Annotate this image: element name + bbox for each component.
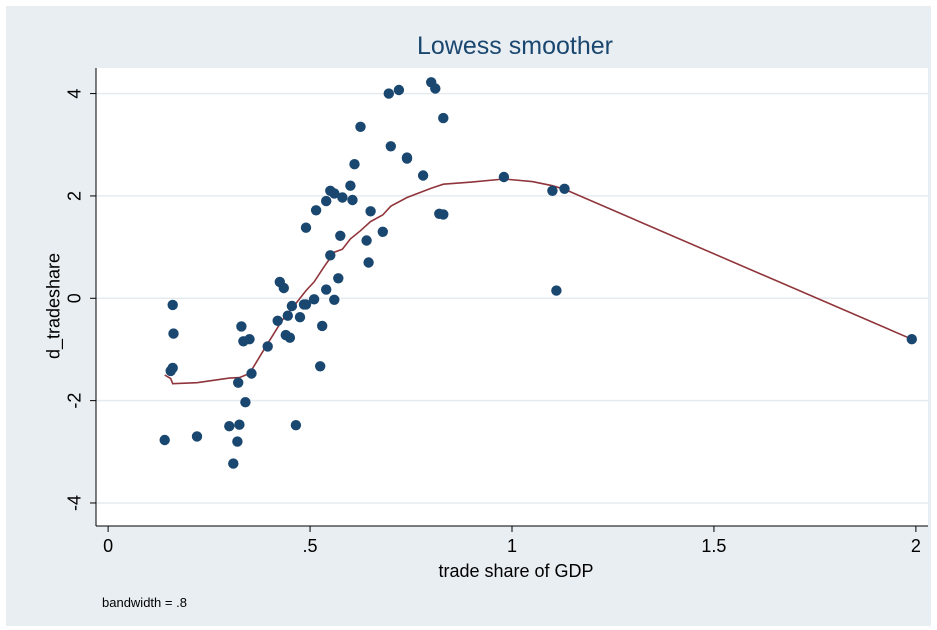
data-point [321, 284, 332, 295]
data-point [236, 321, 247, 332]
data-point [300, 299, 312, 310]
data-point [329, 188, 340, 199]
data-point [438, 112, 449, 124]
data-point [232, 436, 243, 447]
data-point [547, 185, 558, 196]
y-tick-label: -2 [65, 393, 85, 409]
data-point [551, 285, 562, 296]
x-tick-label: 0 [103, 536, 113, 556]
data-point [335, 230, 346, 241]
data-point [417, 170, 429, 181]
data-point [286, 300, 298, 312]
x-tick-label: 1.5 [701, 536, 726, 556]
data-point [317, 320, 328, 332]
x-axis-title: trade share of GDP [438, 561, 594, 581]
data-point [349, 159, 360, 170]
scatter-plot: -4 -2 0 2 4 0 .5 1 1.5 2 [65, 68, 928, 556]
data-point [159, 434, 170, 446]
data-point [228, 458, 239, 469]
x-tick-label: .5 [303, 536, 318, 556]
chart-title: Lowess smoother [417, 32, 613, 60]
data-point [345, 180, 356, 191]
bandwidth-note: bandwidth = .8 [102, 595, 187, 610]
data-point [310, 205, 322, 216]
data-point [244, 334, 255, 345]
data-point [167, 299, 178, 311]
figure-background: -4 -2 0 2 4 0 .5 1 1.5 2 Lowess smoother d_trades… [6, 6, 931, 626]
data-point [168, 328, 179, 339]
y-tick-label: 0 [65, 293, 85, 303]
data-point [559, 183, 570, 194]
data-point [355, 121, 366, 132]
data-point [191, 431, 203, 442]
data-point [224, 421, 235, 432]
data-point [233, 377, 244, 388]
data-point [315, 361, 326, 372]
y-tick-label: 2 [65, 191, 85, 201]
data-point [278, 282, 289, 294]
data-point [347, 194, 358, 206]
data-point [321, 195, 332, 207]
x-tick-label: 2 [911, 536, 921, 556]
lowess-line-layer [164, 178, 913, 385]
x-tick-label: 1 [507, 536, 517, 556]
data-point [333, 273, 344, 284]
data-point [246, 368, 257, 379]
axis-ticks: -4 -2 0 2 4 0 .5 1 1.5 2 [65, 89, 921, 556]
y-axis-title: d_tradeshare [43, 252, 64, 360]
data-point [906, 334, 917, 345]
data-point [401, 153, 413, 164]
data-point [337, 192, 348, 203]
data-point [240, 397, 251, 408]
data-point [438, 209, 449, 220]
data-point [363, 257, 374, 268]
data-point [361, 235, 372, 246]
y-tick-label: -4 [65, 495, 85, 511]
gridlines [96, 92, 928, 504]
y-tick-label: 4 [65, 89, 85, 99]
data-point [383, 88, 394, 99]
data-point [329, 294, 340, 305]
data-point [290, 420, 302, 431]
data-point [284, 332, 296, 343]
data-point [282, 310, 293, 321]
data-point [234, 419, 245, 430]
scatter-points [159, 77, 917, 469]
data-point [377, 226, 388, 237]
lowess-line [164, 178, 913, 385]
data-point [262, 341, 273, 352]
data-point [325, 250, 336, 261]
data-point [430, 83, 441, 94]
data-point [167, 362, 178, 374]
data-point [308, 294, 320, 305]
data-point [393, 84, 405, 96]
data-point [365, 206, 376, 217]
data-point [498, 171, 510, 183]
data-point [385, 141, 396, 152]
data-point [300, 222, 312, 233]
plot-area [96, 68, 928, 526]
data-point [272, 315, 283, 326]
data-point [294, 312, 306, 323]
